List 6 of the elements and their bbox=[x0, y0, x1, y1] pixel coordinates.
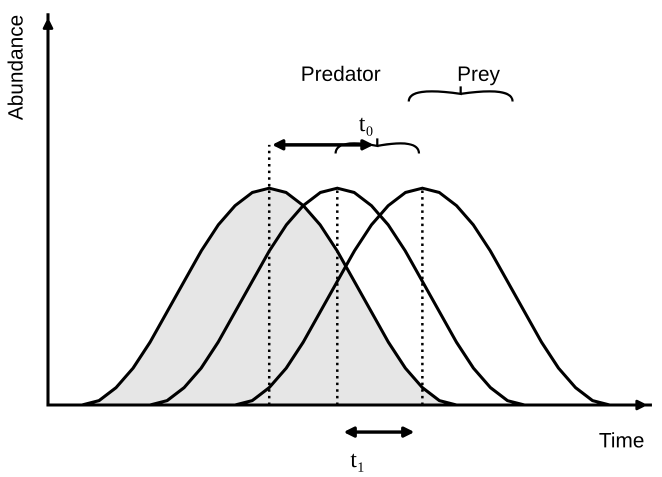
y-axis-title: Abundance bbox=[7, 16, 23, 120]
text: t₁ bbox=[350, 454, 364, 472]
x-axis-title: Time bbox=[599, 432, 644, 448]
text: Predator bbox=[302, 66, 380, 82]
text: Prey bbox=[458, 66, 500, 86]
text: t₀ bbox=[359, 118, 372, 136]
